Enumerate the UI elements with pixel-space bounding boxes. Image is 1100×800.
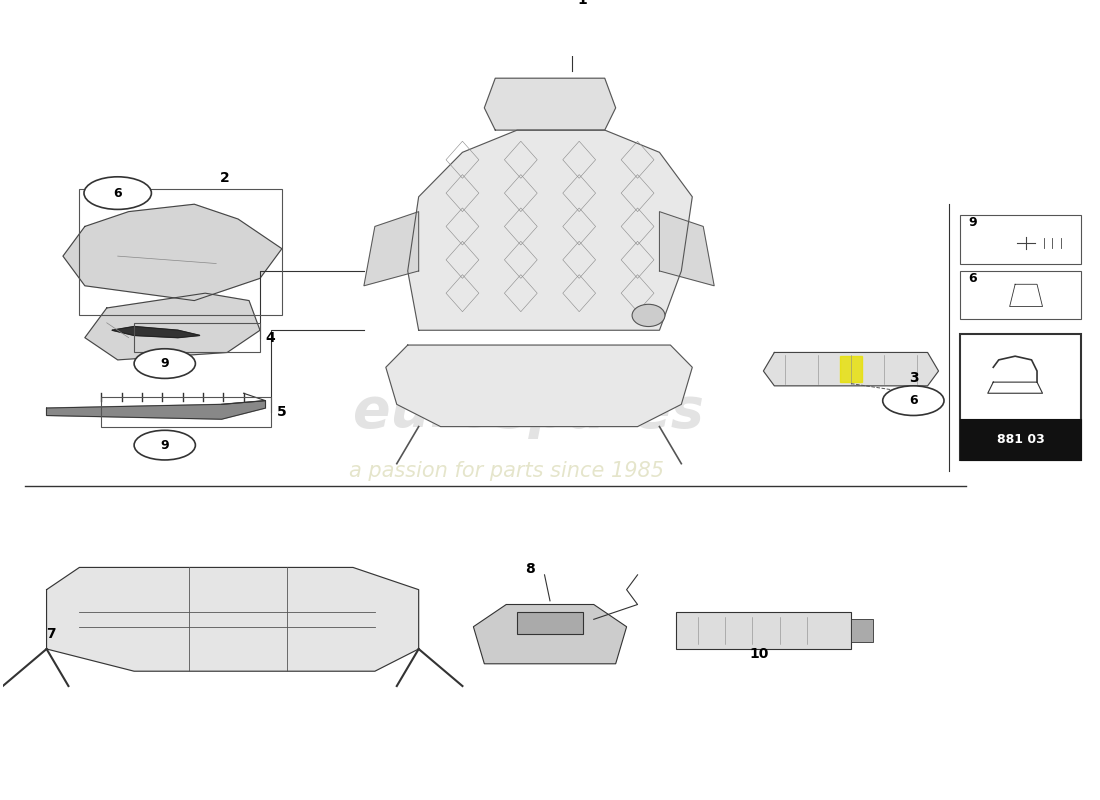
Ellipse shape — [134, 430, 196, 460]
Text: 8: 8 — [525, 562, 535, 576]
Polygon shape — [364, 212, 419, 286]
Bar — [134, 323, 260, 353]
Polygon shape — [988, 382, 1043, 394]
Polygon shape — [386, 345, 692, 426]
Circle shape — [632, 304, 664, 326]
Polygon shape — [46, 401, 265, 419]
Bar — [960, 419, 1081, 460]
Text: 9: 9 — [161, 357, 169, 370]
Bar — [79, 190, 282, 315]
Bar — [960, 334, 1081, 460]
Text: 5: 5 — [276, 405, 286, 418]
Polygon shape — [408, 130, 692, 330]
Text: 6: 6 — [909, 394, 917, 407]
Text: 9: 9 — [968, 216, 977, 230]
Ellipse shape — [84, 177, 152, 210]
Text: 1: 1 — [578, 0, 587, 7]
Ellipse shape — [882, 386, 944, 415]
Polygon shape — [659, 212, 714, 286]
Text: 10: 10 — [749, 647, 769, 661]
Text: eurospares: eurospares — [353, 385, 704, 438]
Polygon shape — [484, 78, 616, 130]
Text: 9: 9 — [161, 438, 169, 452]
Polygon shape — [112, 326, 200, 338]
Bar — [851, 619, 873, 642]
Circle shape — [1009, 231, 1044, 254]
Text: 2: 2 — [220, 171, 229, 186]
Polygon shape — [763, 353, 938, 386]
Text: 881 03: 881 03 — [997, 433, 1045, 446]
Bar — [101, 397, 271, 426]
Text: 6: 6 — [968, 272, 977, 285]
Bar — [675, 612, 851, 649]
Text: 6: 6 — [113, 186, 122, 200]
Polygon shape — [46, 567, 419, 671]
Polygon shape — [85, 293, 260, 360]
Bar — [960, 271, 1081, 319]
Bar — [517, 612, 583, 634]
Text: 7: 7 — [46, 627, 56, 641]
Polygon shape — [473, 605, 627, 664]
Bar — [960, 215, 1081, 263]
Text: a passion for parts since 1985: a passion for parts since 1985 — [349, 461, 663, 481]
Ellipse shape — [134, 349, 196, 378]
Polygon shape — [840, 356, 862, 382]
Polygon shape — [1010, 284, 1043, 306]
Text: 3: 3 — [909, 371, 918, 386]
Polygon shape — [63, 204, 282, 301]
Text: 4: 4 — [265, 330, 275, 345]
